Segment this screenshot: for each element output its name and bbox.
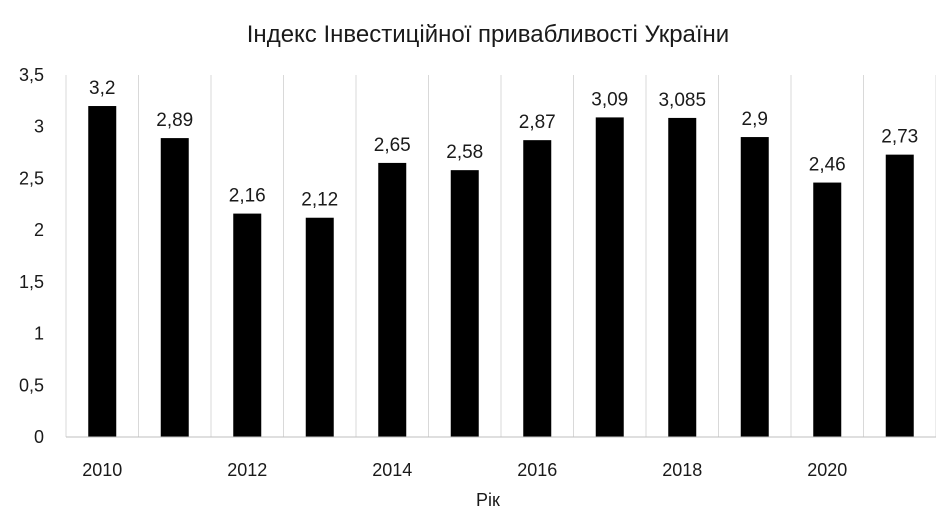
data-label-2019: 2,9 xyxy=(742,109,768,130)
data-label-2014: 2,65 xyxy=(374,135,411,156)
bar-2016 xyxy=(523,140,552,437)
data-label-2011: 2,89 xyxy=(156,110,193,131)
bar-2020 xyxy=(813,182,842,437)
bar-2019 xyxy=(740,137,769,438)
x-tick-label: 2012 xyxy=(227,460,267,480)
data-labels: 3,2 2,89 2,16 2,12 2,65 2,58 2,87 3,09 3,085 2,9 2… xyxy=(89,78,918,211)
data-label-2021: 2,73 xyxy=(881,127,918,148)
data-label-2018: 3,085 xyxy=(658,90,706,111)
x-tick-label: 2016 xyxy=(517,460,557,480)
bar-2017 xyxy=(595,117,624,438)
bar-2014 xyxy=(378,162,407,437)
x-axis-ticks: 2010 2012 2014 2016 2018 2020 xyxy=(82,460,847,480)
gridlines xyxy=(65,75,936,437)
bar-2010 xyxy=(88,106,117,438)
y-tick-label: 0 xyxy=(34,427,44,447)
bar-2018 xyxy=(668,117,697,438)
x-tick-label: 2014 xyxy=(372,460,412,480)
y-tick-label: 0,5 xyxy=(19,375,44,395)
data-label-2013: 2,12 xyxy=(301,190,338,211)
y-tick-label: 1,5 xyxy=(19,272,44,292)
data-label-2016: 2,87 xyxy=(519,112,556,133)
chart-title: Індекс Інвестиційної привабливості Украї… xyxy=(247,21,729,48)
bar-2012 xyxy=(233,213,262,437)
data-label-2015: 2,58 xyxy=(446,142,483,163)
bar-2013 xyxy=(305,217,334,437)
bar-2015 xyxy=(450,170,479,437)
x-tick-label: 2020 xyxy=(807,460,847,480)
data-label-2010: 3,2 xyxy=(89,78,115,99)
y-tick-label: 3 xyxy=(34,117,44,137)
data-label-2020: 2,46 xyxy=(809,155,846,176)
x-axis-title: Рік xyxy=(476,490,500,510)
x-tick-label: 2010 xyxy=(82,460,122,480)
data-label-2012: 2,16 xyxy=(229,186,266,207)
y-tick-label: 1 xyxy=(34,324,44,344)
bar-2011 xyxy=(160,138,189,437)
data-label-2017: 3,09 xyxy=(591,89,628,110)
y-tick-label: 2 xyxy=(34,220,44,240)
bars xyxy=(88,106,914,438)
y-tick-label: 3,5 xyxy=(19,65,44,85)
y-axis-ticks: 0 0,5 1 1,5 2 2,5 3 3,5 xyxy=(19,65,44,447)
y-tick-label: 2,5 xyxy=(19,168,44,188)
bar-2021 xyxy=(885,154,914,437)
x-tick-label: 2018 xyxy=(662,460,702,480)
